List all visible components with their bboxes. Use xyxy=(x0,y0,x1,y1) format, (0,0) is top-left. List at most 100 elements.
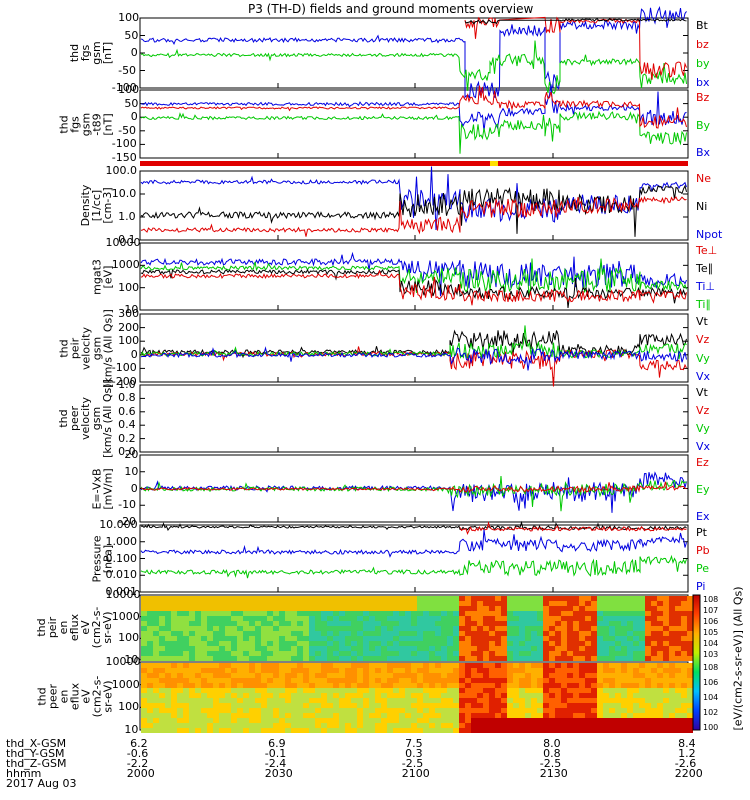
spec-cell xyxy=(645,621,651,626)
spec-cell xyxy=(405,606,411,611)
spec-cell xyxy=(405,641,411,646)
spec-cell xyxy=(573,688,579,693)
spec-cell xyxy=(387,611,393,616)
spec-cell xyxy=(495,626,501,631)
spec-cell xyxy=(345,626,351,631)
spec-cell xyxy=(465,708,471,713)
spec-cell xyxy=(513,703,519,708)
spec-cell xyxy=(483,596,489,601)
spec-cell xyxy=(627,646,633,651)
spec-cell xyxy=(675,668,681,673)
spec-cell xyxy=(531,646,537,651)
spec-cell xyxy=(579,626,585,631)
spec-cell xyxy=(549,688,555,693)
spec-cell xyxy=(459,611,465,616)
spec-cell xyxy=(639,616,645,621)
spec-cell xyxy=(495,668,501,673)
spec-cell xyxy=(279,693,285,698)
spec-cell xyxy=(381,698,387,703)
spec-cell xyxy=(339,636,345,641)
spec-cell xyxy=(351,703,357,708)
spec-cell xyxy=(195,683,201,688)
spec-cell xyxy=(465,646,471,651)
spec-cell xyxy=(453,621,459,626)
spec-cell xyxy=(345,641,351,646)
spec-cell xyxy=(687,641,693,646)
spec-cell xyxy=(303,683,309,688)
spec-cell xyxy=(441,646,447,651)
xrow-value-2: -2.5 xyxy=(401,757,424,770)
spec-cell xyxy=(687,621,693,626)
spec-cell xyxy=(501,646,507,651)
spec-cell xyxy=(405,678,411,683)
spec-cell xyxy=(669,641,675,646)
spec-cell xyxy=(339,651,345,656)
spec-cell xyxy=(405,723,411,728)
spec-cell xyxy=(513,693,519,698)
spec-cell xyxy=(573,673,579,678)
spec-cell xyxy=(561,636,567,641)
spec-cell xyxy=(591,651,597,656)
spec-cell xyxy=(177,651,183,656)
spec-cell xyxy=(273,703,279,708)
spec-cell xyxy=(435,641,441,646)
spec-cell xyxy=(633,611,639,616)
spec-cell xyxy=(663,703,669,708)
spec-cell xyxy=(507,713,513,718)
spec-cell xyxy=(237,673,243,678)
spec-cell xyxy=(303,688,309,693)
spec-cell xyxy=(369,723,375,728)
spec-cell xyxy=(381,596,387,601)
spec-cell xyxy=(153,596,159,601)
spec-cell xyxy=(687,728,693,733)
xrow-value-1: -0.1 xyxy=(264,747,287,760)
spec-cell xyxy=(549,723,555,728)
spec-cell xyxy=(273,601,279,606)
spec-cell xyxy=(531,656,537,661)
spec-cell xyxy=(381,723,387,728)
peer-spectrogram xyxy=(141,663,693,733)
spec-cell xyxy=(651,703,657,708)
spec-cell xyxy=(255,713,261,718)
spec-cell xyxy=(261,646,267,651)
spec-cell xyxy=(609,678,615,683)
spec-cell xyxy=(243,651,249,656)
spec-cell xyxy=(153,621,159,626)
spec-cell xyxy=(183,688,189,693)
spec-cell xyxy=(309,683,315,688)
panel-frame-fgs xyxy=(139,17,689,89)
spec-cell xyxy=(495,611,501,616)
spec-cell xyxy=(441,728,447,733)
spec-cell xyxy=(537,656,543,661)
spec-cell xyxy=(489,611,495,616)
spec-cell xyxy=(225,596,231,601)
spec-cell xyxy=(393,651,399,656)
spec-cell xyxy=(651,601,657,606)
spec-cell xyxy=(363,673,369,678)
spec-cell xyxy=(537,683,543,688)
spec-cell xyxy=(309,688,315,693)
spec-cell xyxy=(435,693,441,698)
spec-cell xyxy=(255,636,261,641)
spec-cell xyxy=(417,728,423,733)
ytick-label-peir_v: 300 xyxy=(118,307,140,320)
spec-cell xyxy=(405,698,411,703)
spec-cell xyxy=(681,601,687,606)
spec-cell xyxy=(381,713,387,718)
spec-cell xyxy=(435,651,441,656)
spec-cell xyxy=(351,688,357,693)
spec-cell xyxy=(603,668,609,673)
spec-cell xyxy=(231,601,237,606)
spec-cell xyxy=(369,601,375,606)
spec-cell xyxy=(207,713,213,718)
spec-cell xyxy=(609,611,615,616)
spec-cell xyxy=(681,718,687,723)
spec-cell xyxy=(243,698,249,703)
spec-cell xyxy=(219,698,225,703)
spec-cell xyxy=(165,668,171,673)
spec-cell xyxy=(555,651,561,656)
spec-cell xyxy=(519,698,525,703)
spec-cell xyxy=(399,616,405,621)
spec-cell xyxy=(447,698,453,703)
spec-cell xyxy=(279,646,285,651)
